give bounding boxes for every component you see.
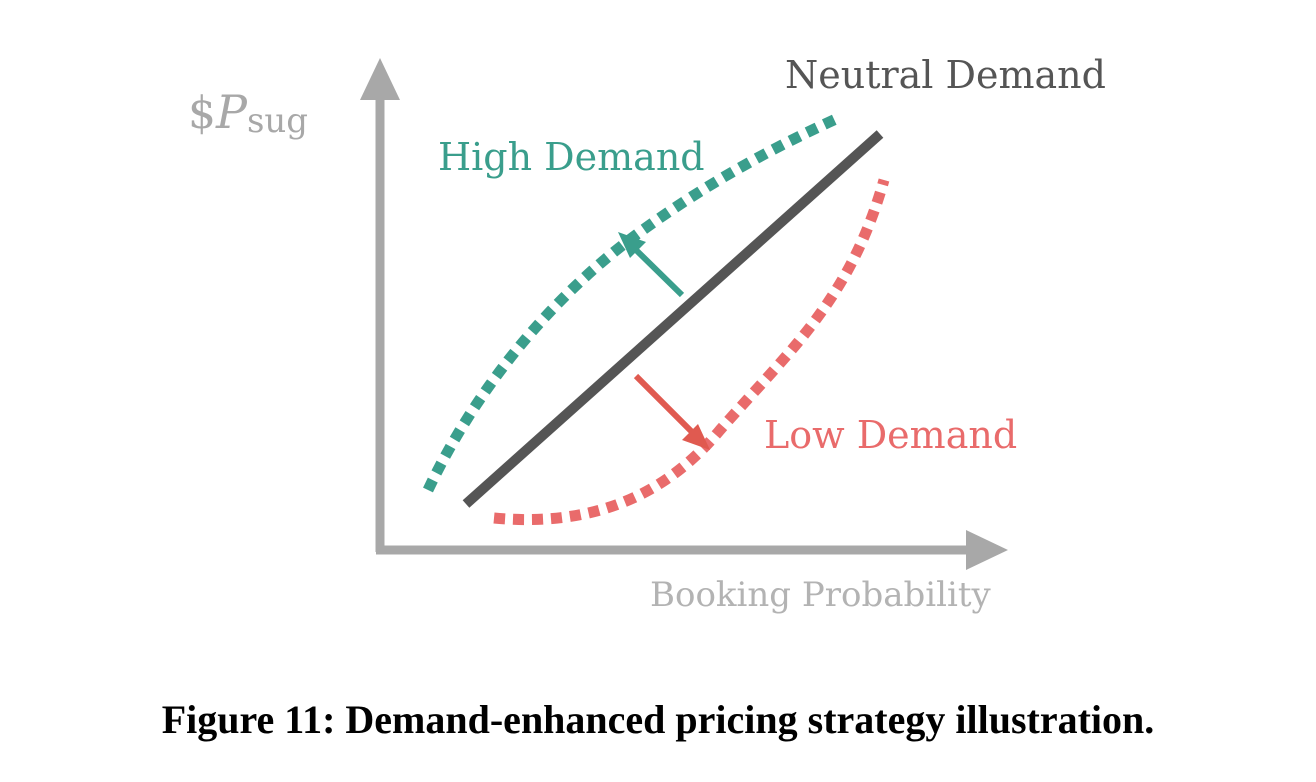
x-axis-arrowhead: [966, 530, 1008, 570]
y-axis-label: $Psug: [188, 85, 308, 141]
neutral-demand-label: Neutral Demand: [785, 53, 1106, 97]
high-demand-curve: [423, 113, 841, 493]
x-axis-label: Booking Probability: [650, 575, 992, 615]
y-axis-variable: P: [215, 85, 248, 139]
low-demand-label: Low Demand: [764, 413, 1017, 457]
shift-down-arrow: [633, 373, 710, 450]
y-axis-arrowhead: [360, 58, 400, 100]
x-axis: [376, 530, 1008, 570]
neutral-demand-line: [462, 130, 884, 508]
y-axis: [360, 58, 400, 552]
pricing-diagram: $Psug Booking Probability Neutral Demand…: [188, 53, 1106, 615]
y-axis-symbol: $: [188, 88, 216, 139]
y-axis-subscript: sug: [247, 101, 308, 141]
high-demand-label: High Demand: [438, 135, 705, 179]
figure-caption: Figure 11: Demand-enhanced pricing strat…: [161, 697, 1155, 742]
shift-up-arrow: [618, 232, 685, 298]
low-demand-curve: [493, 178, 890, 526]
